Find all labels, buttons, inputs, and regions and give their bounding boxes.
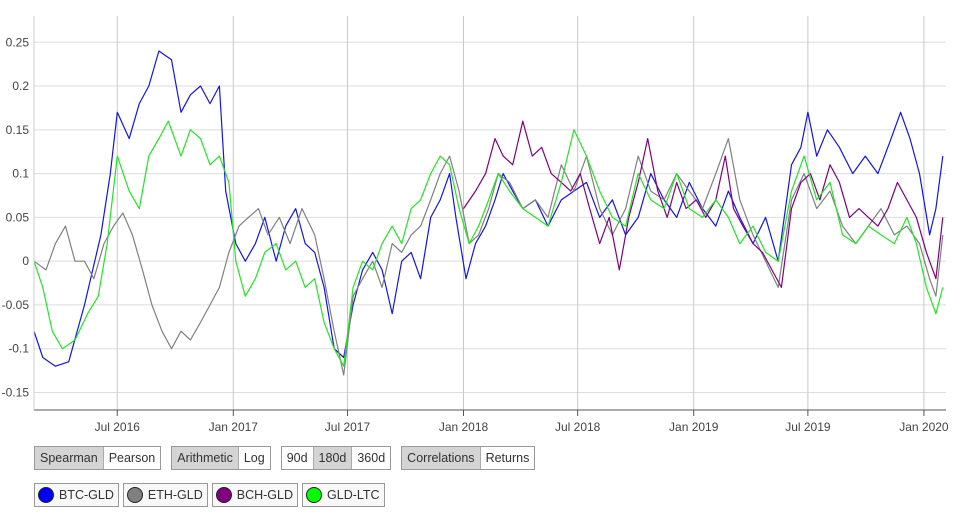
y-tick-label: 0.05 bbox=[6, 210, 30, 224]
legend-label: ETH-GLD bbox=[147, 488, 203, 502]
grid bbox=[34, 16, 946, 416]
x-tick-labels: Jul 2016 Jan 2017 Jul 2017 Jan 2018 Jul 2018… bbox=[95, 420, 949, 434]
series-lines bbox=[33, 50, 944, 376]
legend-label: BCH-GLD bbox=[236, 488, 294, 502]
y-tick-labels: 0.25 0.2 0.15 0.1 0.05 0 -0.05 -0.1 -0.15 bbox=[2, 35, 30, 399]
control-bar: Spearman Pearson Arithmetic Log 90d 180d… bbox=[34, 446, 536, 470]
correlations-button[interactable]: Correlations bbox=[402, 447, 480, 469]
y-tick-label: -0.1 bbox=[8, 342, 29, 356]
series-line-eth-gld bbox=[33, 138, 944, 376]
x-tick-label: Jul 2016 bbox=[95, 420, 141, 434]
legend-label: GLD-LTC bbox=[327, 488, 380, 502]
scale-toggle: Arithmetic Log bbox=[171, 446, 271, 470]
btc-gld-swatch-icon bbox=[38, 487, 54, 503]
y-tick-label: -0.05 bbox=[2, 298, 30, 312]
legend-item-btc-gld[interactable]: BTC-GLD bbox=[34, 483, 119, 507]
window-360d-button[interactable]: 360d bbox=[351, 447, 391, 469]
series-line-gld-ltc bbox=[33, 120, 944, 367]
y-tick-label: 0.15 bbox=[6, 123, 30, 137]
legend-item-gld-ltc[interactable]: GLD-LTC bbox=[302, 483, 385, 507]
series-line-bch-gld bbox=[463, 120, 944, 288]
view-toggle: Correlations Returns bbox=[401, 446, 536, 470]
arithmetic-button[interactable]: Arithmetic bbox=[172, 447, 238, 469]
bch-gld-swatch-icon bbox=[215, 487, 232, 503]
x-tick-label: Jul 2018 bbox=[555, 420, 601, 434]
y-tick-label: 0.25 bbox=[6, 35, 30, 49]
gld-ltc-swatch-icon bbox=[306, 487, 323, 503]
x-tick-label: Jan 2020 bbox=[899, 420, 949, 434]
y-tick-label: 0.2 bbox=[12, 79, 29, 93]
x-tick-label: Jan 2017 bbox=[209, 420, 259, 434]
y-tick-label: 0.1 bbox=[12, 167, 29, 181]
x-tick-label: Jan 2019 bbox=[669, 420, 719, 434]
eth-gld-swatch-icon bbox=[126, 487, 143, 503]
returns-button[interactable]: Returns bbox=[479, 447, 535, 469]
legend: BTC-GLD ETH-GLD BCH-GLD GLD-LTC bbox=[34, 483, 385, 507]
window-90d-button[interactable]: 90d bbox=[281, 447, 313, 469]
legend-label: BTC-GLD bbox=[59, 488, 114, 502]
method-toggle: Spearman Pearson bbox=[34, 446, 162, 470]
series-line-btc-gld bbox=[33, 50, 944, 367]
x-tick-label: Jul 2019 bbox=[785, 420, 831, 434]
spearman-button[interactable]: Spearman bbox=[35, 447, 103, 469]
x-tick-label: Jul 2017 bbox=[325, 420, 371, 434]
window-180d-button[interactable]: 180d bbox=[312, 447, 352, 469]
window-toggle: 90d 180d 360d bbox=[280, 446, 392, 470]
pearson-button[interactable]: Pearson bbox=[102, 447, 161, 469]
y-tick-label: -0.15 bbox=[2, 385, 30, 399]
x-tick-label: Jan 2018 bbox=[439, 420, 489, 434]
legend-item-bch-gld[interactable]: BCH-GLD bbox=[211, 483, 299, 507]
legend-item-eth-gld[interactable]: ETH-GLD bbox=[122, 483, 208, 507]
correlation-chart: 0.25 0.2 0.15 0.1 0.05 0 -0.05 -0.1 -0.15 Jul 20… bbox=[2, 16, 949, 434]
y-tick-label: 0 bbox=[22, 254, 29, 268]
log-button[interactable]: Log bbox=[237, 447, 270, 469]
